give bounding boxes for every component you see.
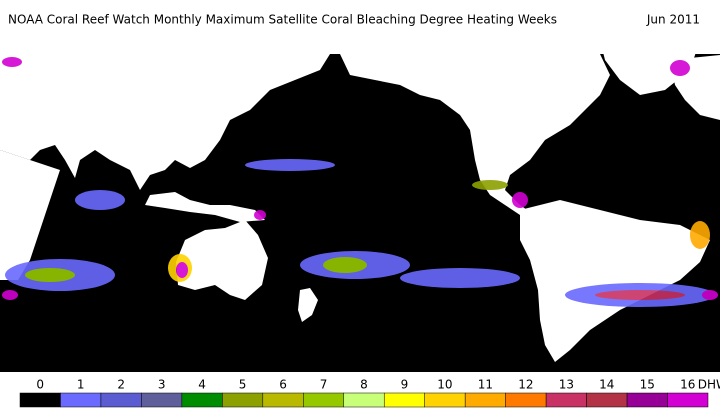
legend-swatch xyxy=(343,392,385,408)
patch xyxy=(25,268,75,282)
legend-swatch xyxy=(505,392,547,408)
legend-tick-label: 0 xyxy=(36,378,44,392)
patch xyxy=(2,290,18,300)
patch xyxy=(702,290,718,300)
eurasia xyxy=(0,54,330,190)
legend-swatch xyxy=(222,392,264,408)
patch xyxy=(670,60,690,76)
north-america xyxy=(340,54,610,215)
patch xyxy=(254,210,266,220)
new-zealand xyxy=(298,288,318,322)
legend-tick-label: 1 xyxy=(77,378,85,392)
legend-tick-label: 15 xyxy=(640,378,655,392)
heat-stress xyxy=(2,57,718,307)
legend-swatch xyxy=(545,392,587,408)
legend-tick-label: 16 xyxy=(680,378,695,392)
legend-swatch xyxy=(303,392,345,408)
patch xyxy=(595,290,685,300)
map-date: Jun 2011 xyxy=(646,13,700,27)
patch xyxy=(176,262,188,278)
legend-swatch xyxy=(100,392,142,408)
legend-tick-label: 13 xyxy=(559,378,574,392)
legend-tick-label: 12 xyxy=(518,378,533,392)
legend-swatch xyxy=(262,392,304,408)
patch xyxy=(75,190,125,210)
legend-tick-label: 11 xyxy=(478,378,493,392)
legend-tick-label: 4 xyxy=(198,378,206,392)
legend-swatch xyxy=(424,392,466,408)
legend-swatch xyxy=(464,392,506,408)
patch xyxy=(323,257,367,273)
legend-swatch xyxy=(626,392,668,408)
legend-tick-label: 7 xyxy=(320,378,328,392)
map xyxy=(0,40,720,372)
patch xyxy=(472,180,508,190)
patch xyxy=(400,268,520,288)
legend-swatch xyxy=(181,392,223,408)
map-title: NOAA Coral Reef Watch Monthly Maximum Sa… xyxy=(8,13,557,27)
legend-swatch xyxy=(586,392,628,408)
legend-swatch xyxy=(667,392,709,408)
patch xyxy=(690,221,710,249)
australia xyxy=(176,220,268,300)
legend-swatch xyxy=(60,392,102,408)
color-legend: 012345678910111213141516DHW xyxy=(19,378,720,408)
patch xyxy=(2,57,22,67)
legend-unit: DHW xyxy=(698,378,720,392)
arctic xyxy=(0,40,720,54)
legend-tick-label: 5 xyxy=(239,378,247,392)
legend-tick-label: 14 xyxy=(599,378,614,392)
legend-tick-label: 6 xyxy=(279,378,287,392)
legend-tick-label: 10 xyxy=(437,378,452,392)
africa xyxy=(0,150,60,280)
legend-swatch xyxy=(19,392,61,408)
japan xyxy=(215,95,230,115)
patch xyxy=(512,192,528,208)
legend-tick-label: 9 xyxy=(401,378,409,392)
legend-swatch xyxy=(141,392,183,408)
legend-tick-label: 2 xyxy=(117,378,125,392)
legend-swatch xyxy=(383,392,425,408)
land xyxy=(0,40,720,362)
south-america xyxy=(520,200,710,362)
patch xyxy=(245,159,335,171)
legend-tick-label: 8 xyxy=(360,378,368,392)
indonesia xyxy=(145,192,265,222)
legend-tick-label: 3 xyxy=(158,378,166,392)
